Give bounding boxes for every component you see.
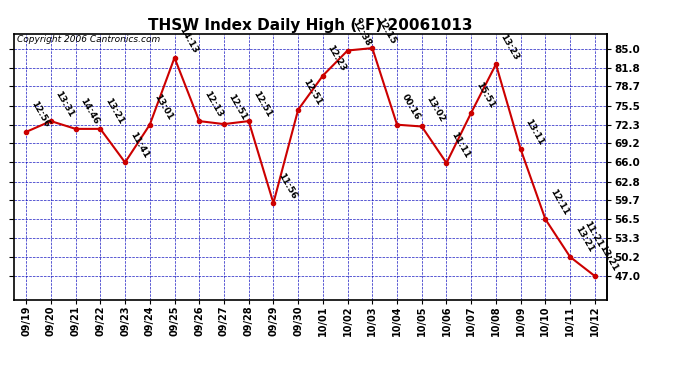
Text: 12:13: 12:13 xyxy=(202,89,224,118)
Text: 13:31: 13:31 xyxy=(54,89,76,118)
Text: 15:51: 15:51 xyxy=(474,81,496,110)
Text: 13:11: 13:11 xyxy=(524,117,546,147)
Text: 11:56: 11:56 xyxy=(276,171,298,200)
Text: 12:15: 12:15 xyxy=(375,16,397,45)
Text: 12:11: 12:11 xyxy=(548,187,570,216)
Text: 12:51: 12:51 xyxy=(227,92,249,122)
Text: 12:38: 12:38 xyxy=(351,18,373,48)
Text: Copyright 2006 Cantronics.com: Copyright 2006 Cantronics.com xyxy=(17,35,160,44)
Text: 11:11: 11:11 xyxy=(449,131,471,160)
Text: 13:23: 13:23 xyxy=(499,32,521,62)
Text: 11:41: 11:41 xyxy=(128,130,150,160)
Text: 14:46: 14:46 xyxy=(79,97,101,126)
Text: 13:02: 13:02 xyxy=(424,94,446,124)
Text: 11:21
13:21: 11:21 13:21 xyxy=(573,220,604,254)
Text: 12:23: 12:23 xyxy=(326,44,348,73)
Text: 13:21: 13:21 xyxy=(103,97,125,126)
Text: 13:01: 13:01 xyxy=(152,93,175,122)
Text: 12:56: 12:56 xyxy=(29,100,51,129)
Text: 13:21: 13:21 xyxy=(598,244,620,273)
Text: 00:16: 00:16 xyxy=(400,93,422,122)
Title: THSW Index Daily High (°F) 20061013: THSW Index Daily High (°F) 20061013 xyxy=(148,18,473,33)
Text: 12:51: 12:51 xyxy=(301,78,323,107)
Text: 14:13: 14:13 xyxy=(177,26,199,55)
Text: 12:51: 12:51 xyxy=(251,89,273,118)
